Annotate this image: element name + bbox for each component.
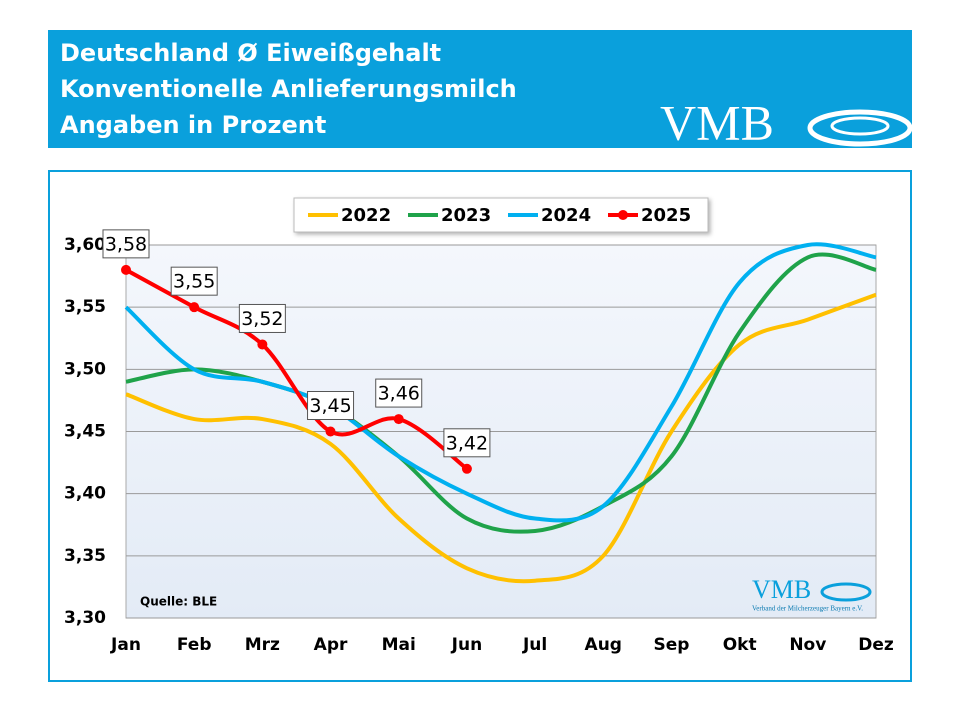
legend-label: 2022 — [341, 205, 391, 226]
x-tick-label: Aug — [585, 635, 622, 655]
plot-logo-swoosh — [820, 582, 872, 602]
series-marker — [257, 339, 268, 350]
y-tick-label: 3,50 — [64, 359, 106, 379]
series-marker — [189, 302, 200, 313]
x-tick-label: Apr — [314, 635, 348, 655]
source-note: Quelle: BLE — [140, 595, 217, 609]
data-label-box — [307, 391, 355, 420]
y-tick-label: 3,45 — [64, 422, 106, 442]
x-tick-label: Mai — [382, 635, 416, 655]
y-tick-label: 3,60 — [64, 235, 106, 255]
data-label: 3,58 — [105, 233, 147, 255]
x-tick-label: Mrz — [245, 635, 280, 655]
x-tick-label: Jul — [522, 635, 547, 655]
logo-swoosh — [807, 109, 913, 147]
x-tick-label: Sep — [653, 635, 689, 655]
data-label-box — [375, 378, 423, 408]
series-marker — [461, 463, 472, 474]
series-marker — [325, 426, 336, 437]
data-label: 3,42 — [446, 432, 488, 454]
y-tick-label: 3,35 — [64, 546, 106, 566]
data-label: 3,55 — [173, 271, 215, 293]
plot-logo: VMB — [752, 575, 811, 604]
title-line: Konventionelle Anlieferungsmilch — [60, 75, 517, 103]
logo: VMB — [660, 94, 774, 150]
data-label-box — [238, 303, 286, 333]
plot-logo-subtext: Verband der Milcherzeuger Bayern e.V. — [752, 605, 863, 613]
data-label-box — [102, 229, 150, 259]
legend-label: 2024 — [541, 205, 591, 226]
y-tick-label: 3,30 — [64, 608, 106, 628]
title-line: Deutschland Ø Eiweißgehalt — [60, 39, 441, 67]
legend-label: 2023 — [441, 205, 491, 226]
data-label: 3,45 — [309, 395, 351, 417]
legend-box — [293, 197, 709, 233]
x-tick-label: Feb — [177, 635, 212, 655]
logo-swoosh — [830, 116, 890, 136]
x-tick-label: Okt — [723, 635, 757, 655]
series-line — [125, 292, 877, 584]
y-tick-label: 3,55 — [64, 297, 106, 317]
legend-label: 2025 — [641, 205, 691, 226]
data-label-box — [443, 428, 491, 458]
title-line: Angaben in Prozent — [60, 111, 326, 139]
data-label-box — [170, 266, 218, 296]
series-marker — [393, 414, 404, 425]
data-label: 3,46 — [378, 383, 420, 405]
series-marker — [121, 264, 131, 275]
series-line — [124, 242, 877, 523]
legend-marker — [618, 210, 628, 220]
header-band — [48, 30, 912, 148]
x-tick-label: Dez — [858, 635, 894, 655]
x-tick-label: Jan — [110, 635, 141, 655]
x-tick-label: Jun — [451, 635, 483, 655]
x-tick-label: Nov — [789, 635, 826, 655]
data-label: 3,52 — [241, 308, 283, 330]
y-tick-label: 3,40 — [64, 484, 106, 504]
